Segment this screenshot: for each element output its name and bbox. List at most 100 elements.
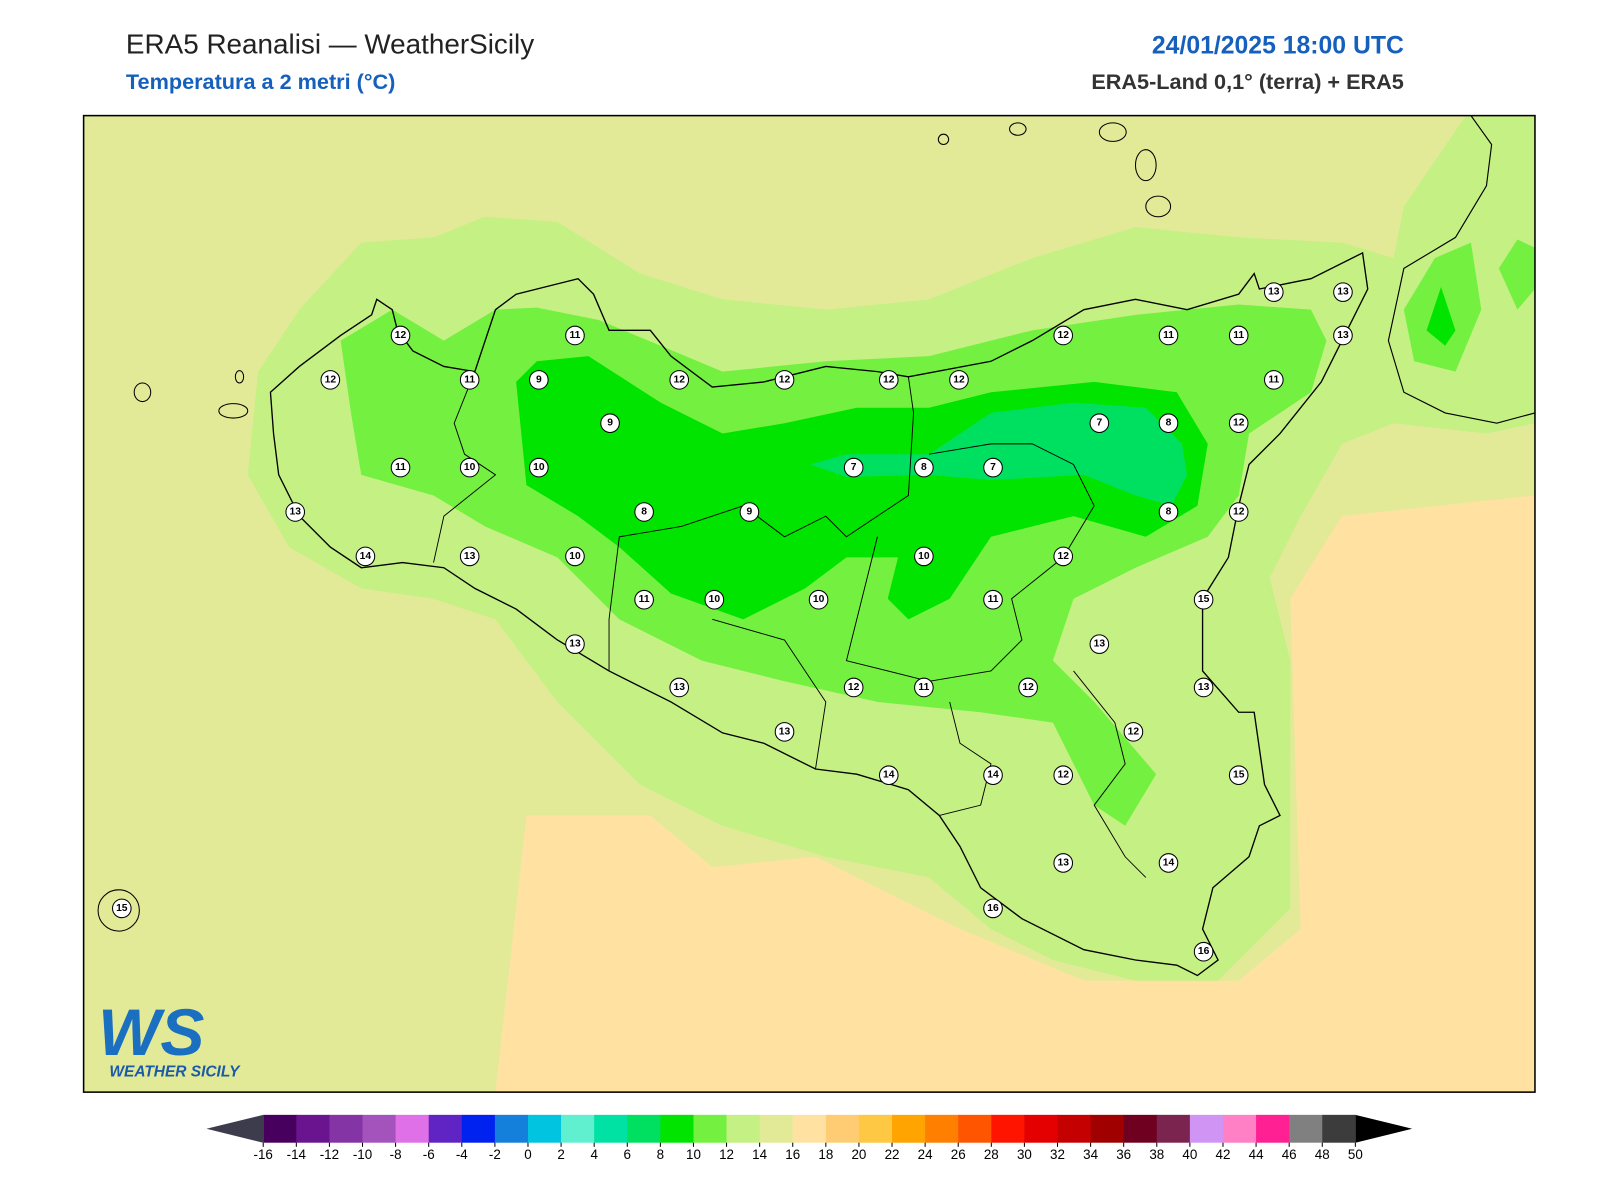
colorbar-segment — [362, 1114, 397, 1143]
station-value: 15 — [1198, 594, 1210, 605]
station: 11 — [1264, 370, 1284, 390]
colorbar-label: 0 — [524, 1147, 531, 1162]
station-value: 13 — [673, 682, 685, 693]
station-value: 12 — [1022, 682, 1034, 693]
station-marker — [1123, 722, 1144, 742]
colorbar-label: 32 — [1050, 1147, 1065, 1162]
station: 13 — [459, 546, 480, 567]
colorbar-label: -12 — [320, 1147, 339, 1162]
station-marker — [914, 677, 934, 698]
station-value: 13 — [569, 639, 581, 650]
station: 11 — [634, 589, 654, 610]
station-marker — [1089, 634, 1110, 654]
colorbar-segment — [759, 1114, 794, 1143]
station-value: 11 — [639, 594, 650, 605]
colorbar-label: -4 — [456, 1147, 468, 1162]
colorbar-label: 6 — [624, 1147, 631, 1162]
station-value: 11 — [918, 682, 929, 693]
station: 9 — [739, 502, 760, 522]
station-marker — [1089, 413, 1110, 434]
station: 13 — [1333, 282, 1353, 302]
colorbar-segment — [1189, 1114, 1224, 1143]
calabria-coast — [1387, 115, 1535, 424]
colorbar-segment — [594, 1114, 628, 1143]
station: 12 — [1123, 722, 1144, 742]
colorbar-under — [206, 1114, 264, 1143]
station-marker — [565, 325, 585, 346]
station-marker — [878, 765, 899, 786]
station-value: 13 — [1337, 287, 1349, 298]
station-marker — [1228, 502, 1249, 522]
station-value: 8 — [641, 507, 647, 518]
station-marker — [1193, 589, 1214, 610]
colorbar-label: 14 — [752, 1147, 767, 1162]
station-marker — [1193, 941, 1214, 962]
colorbar-segment — [958, 1114, 992, 1143]
station-value: 10 — [918, 551, 930, 562]
colorbar-label: 4 — [590, 1147, 598, 1162]
station-marker — [634, 589, 654, 610]
station-marker — [459, 457, 480, 478]
station: 8 — [914, 457, 934, 478]
colorbar-label: 36 — [1116, 1147, 1131, 1162]
colorbar-label: -6 — [423, 1147, 435, 1162]
station-marker — [669, 370, 690, 390]
colorbar-over — [1355, 1114, 1413, 1143]
station-marker — [843, 677, 864, 698]
station-marker — [1333, 325, 1353, 346]
station-value: 8 — [1166, 507, 1172, 518]
colorbar-segment — [1322, 1114, 1356, 1143]
station: 10 — [459, 457, 480, 478]
station-marker — [320, 370, 341, 390]
station-marker — [914, 457, 934, 478]
station-value: 11 — [988, 594, 999, 605]
station: 14 — [355, 546, 376, 567]
colorbar-label: -16 — [254, 1147, 273, 1162]
station-marker — [983, 898, 1003, 919]
station-value: 12 — [1057, 770, 1069, 781]
station: 13 — [565, 634, 585, 654]
colorbar: -16 -14 -12 -10 -8 -6 -4 -2 0 2 4 6 8 10 12 14 16 18 20 22 2… — [206, 1114, 1413, 1162]
station-marker — [1053, 325, 1074, 346]
station-value: 10 — [533, 462, 545, 473]
colorbar-label: 46 — [1282, 1147, 1297, 1162]
station: 15 — [1193, 589, 1214, 610]
colorbar-segment — [428, 1114, 463, 1143]
station: 12 — [949, 370, 969, 390]
colorbar-label: -14 — [287, 1147, 307, 1162]
station-marker — [529, 457, 549, 478]
station: 12 — [1228, 502, 1249, 522]
station-marker — [878, 370, 899, 390]
station-value: 14 — [360, 551, 372, 562]
colorbar-label: 28 — [984, 1147, 999, 1162]
station: 11 — [914, 677, 934, 698]
station-marker — [1158, 325, 1179, 346]
station-value: 8 — [1166, 418, 1172, 429]
colorbar-segment — [925, 1114, 959, 1143]
station-value: 16 — [1198, 946, 1210, 957]
colorbar-segment — [1156, 1114, 1191, 1143]
station-value: 12 — [673, 374, 685, 385]
station-marker — [949, 370, 969, 390]
colorbar-segment — [329, 1114, 364, 1143]
station-value: 10 — [569, 551, 581, 562]
station-value: 12 — [1057, 551, 1069, 562]
colorbar-segment — [1222, 1114, 1257, 1143]
colorbar-label: -8 — [390, 1147, 402, 1162]
station-marker — [1264, 370, 1284, 390]
station-value: 12 — [1128, 726, 1140, 737]
station: 13 — [1089, 634, 1110, 654]
colorbar-label: 2 — [557, 1147, 564, 1162]
station: 12 — [669, 370, 690, 390]
station: 12 — [1018, 677, 1038, 698]
station: 13 — [774, 722, 795, 742]
contour-8-east — [1426, 286, 1456, 346]
station-marker — [634, 502, 654, 522]
station-value: 11 — [1233, 330, 1244, 341]
station: 13 — [669, 677, 690, 698]
title: ERA5 Reanalisi — WeatherSicily — [126, 29, 534, 60]
colorbar-label: 8 — [657, 1147, 664, 1162]
station-marker — [1158, 853, 1179, 873]
station: 14 — [878, 765, 899, 786]
station: 12 — [320, 370, 341, 390]
